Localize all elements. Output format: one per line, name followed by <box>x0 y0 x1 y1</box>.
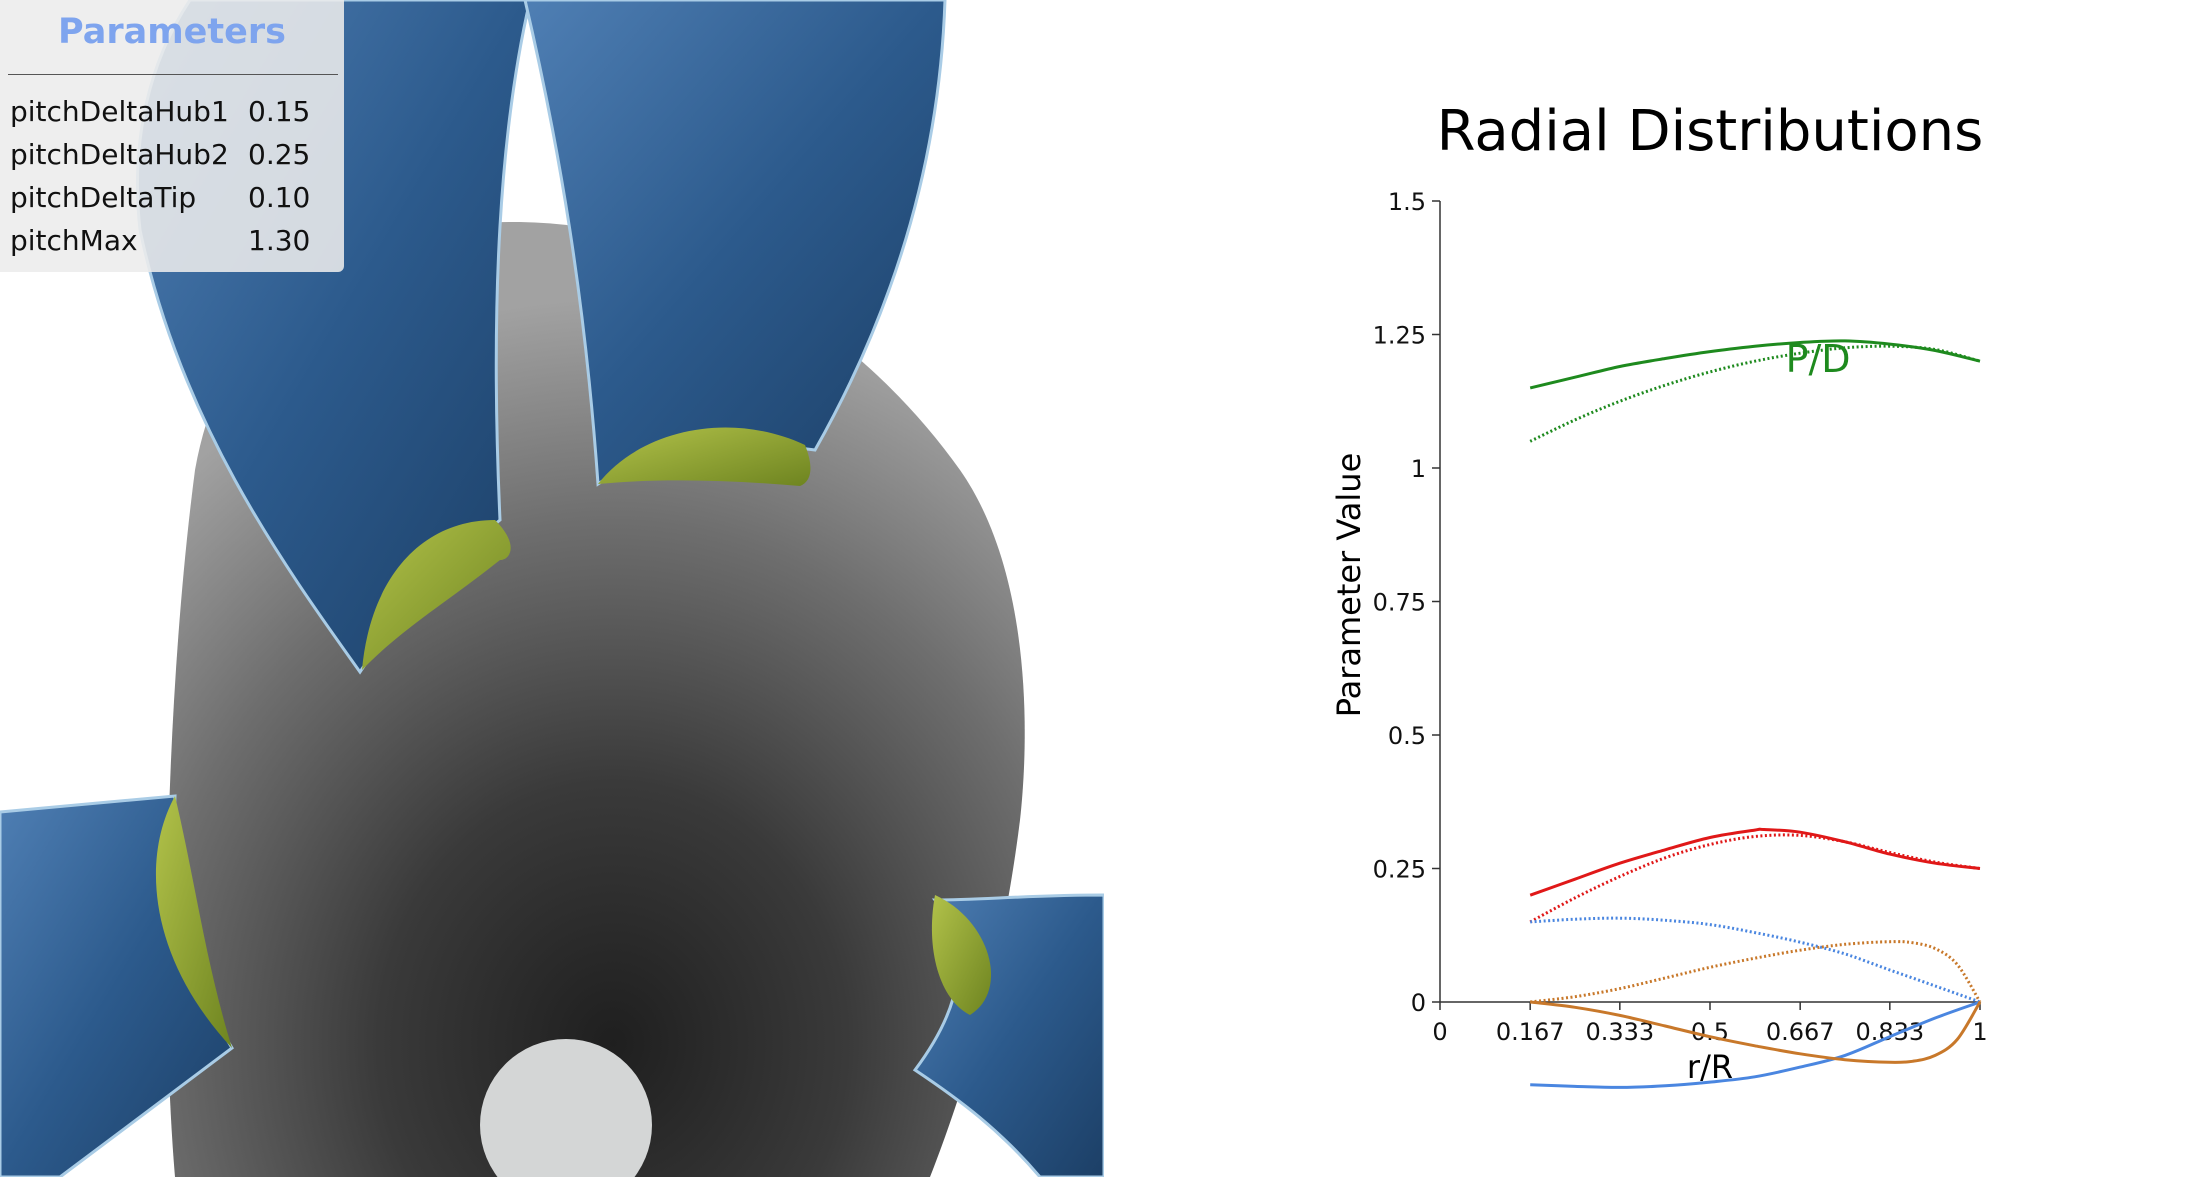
y-tick-label: 0.75 <box>1373 589 1426 617</box>
x-tick-label: 0.667 <box>1766 1018 1835 1046</box>
y-tick-label: 1.5 <box>1388 188 1426 216</box>
chart-axes: 0 0.25 0.5 0.75 1 1.25 1.5 0 0.167 0.333 0.5 0.667 0… <box>1373 188 1988 1046</box>
series-annotation-label: P/D <box>1786 337 1851 381</box>
parameter-name: pitchDeltaHub2 <box>10 138 229 171</box>
x-tick-label: 0 <box>1432 1018 1447 1046</box>
parameter-value[interactable]: 0.25 <box>248 138 311 171</box>
series-line-4-dotted <box>1530 916 1981 1004</box>
x-tick-label: 0.167 <box>1496 1018 1565 1046</box>
y-tick-label: 0 <box>1411 989 1426 1017</box>
series-line-5-solid <box>1530 1000 1981 1089</box>
hub-bore <box>480 1039 652 1177</box>
chart-annotations: P/D <box>1786 337 1851 381</box>
parameters-panel-divider <box>8 74 338 75</box>
y-tick-label: 0.25 <box>1373 856 1426 884</box>
y-tick-label: 1.25 <box>1373 322 1426 350</box>
x-tick-label: 0.5 <box>1691 1018 1729 1046</box>
parameters-panel: Parameters pitchDeltaHub1 0.15 pitchDelt… <box>0 0 344 272</box>
parameter-row-pitch-delta-hub2: pitchDeltaHub2 0.25 <box>10 138 340 178</box>
parameter-value[interactable]: 1.30 <box>248 224 311 257</box>
blade-fillet-left <box>155 796 232 1048</box>
series-line-3-dotted <box>1529 833 1981 924</box>
parameter-name: pitchMax <box>10 224 138 257</box>
parameter-row-pitch-delta-hub1: pitchDeltaHub1 0.15 <box>10 95 340 135</box>
y-axis-label: Parameter Value <box>1330 453 1368 718</box>
radial-distributions-chart: Radial Distributions 0 0.25 0.5 0.75 1 1.25 1.… <box>1330 99 1988 1089</box>
parameters-panel-title: Parameters <box>58 12 286 52</box>
x-tick-label: 0.833 <box>1855 1018 1924 1046</box>
chart-title: Radial Distributions <box>1437 99 1984 164</box>
x-tick-label: 0.333 <box>1585 1018 1654 1046</box>
blade-fillet-upper-middle <box>598 427 811 486</box>
propeller-render <box>0 0 1104 1177</box>
y-tick-label: 0.5 <box>1388 722 1426 750</box>
parameter-row-pitch-max: pitchMax 1.30 <box>10 224 340 264</box>
series-line-6-dotted <box>1530 940 1982 1004</box>
y-tick-label: 1 <box>1411 455 1426 483</box>
series-line-2-solid <box>1529 827 1981 897</box>
propeller-3d-viewport[interactable] <box>0 0 1104 1177</box>
parameter-value[interactable]: 0.15 <box>248 95 311 128</box>
chart-series <box>1529 339 1982 1089</box>
x-axis-label: r/R <box>1687 1048 1733 1086</box>
parameter-name: pitchDeltaHub1 <box>10 95 229 128</box>
parameter-row-pitch-delta-tip: pitchDeltaTip 0.10 <box>10 181 340 221</box>
blade-fillet-upper-left <box>362 520 511 670</box>
series-line-7-solid <box>1530 1000 1982 1064</box>
series-line-1-dotted <box>1529 344 1981 443</box>
blade-fillet-right <box>931 895 992 1015</box>
parameter-value[interactable]: 0.10 <box>248 181 311 214</box>
x-tick-label: 1 <box>1972 1018 1987 1046</box>
parameter-name: pitchDeltaTip <box>10 181 197 214</box>
